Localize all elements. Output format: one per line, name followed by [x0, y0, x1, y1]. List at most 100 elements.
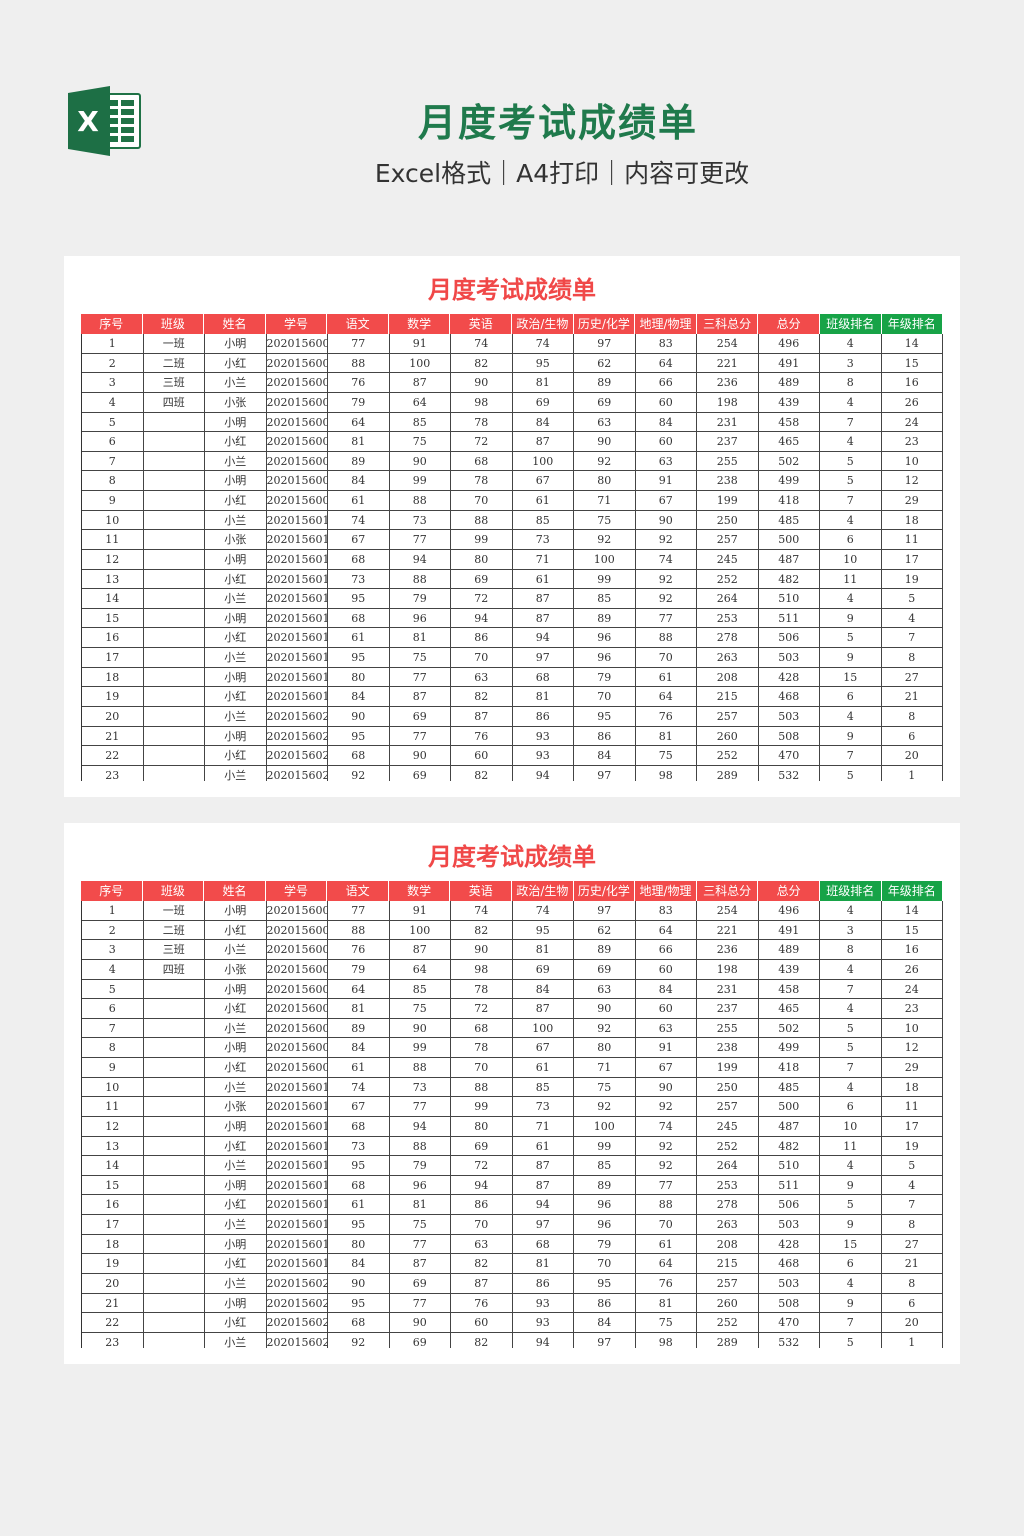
table-cell[interactable]: 5	[820, 1038, 882, 1057]
table-cell[interactable]: 92	[636, 1136, 697, 1156]
table-cell[interactable]: 250	[697, 1077, 759, 1097]
table-cell[interactable]: 236	[697, 940, 759, 959]
table-cell[interactable]	[144, 687, 205, 706]
table-cell[interactable]: 73	[513, 1097, 574, 1116]
table-cell[interactable]: 83	[636, 901, 697, 920]
table-cell[interactable]: 64	[328, 412, 390, 432]
table-cell[interactable]: 2020156004	[267, 959, 328, 979]
table-cell[interactable]: 79	[328, 959, 390, 979]
table-cell[interactable]: 2020156021	[267, 1293, 328, 1313]
table-cell[interactable]: 8	[82, 1038, 144, 1057]
table-cell[interactable]: 4	[882, 1175, 943, 1195]
table-cell[interactable]: 68	[328, 1175, 390, 1195]
table-cell[interactable]: 12	[882, 471, 943, 490]
table-cell[interactable]: 92	[574, 1097, 636, 1116]
table-cell[interactable]: 89	[574, 373, 636, 392]
table-cell[interactable]: 263	[697, 1215, 759, 1234]
table-cell[interactable]: 72	[451, 999, 513, 1018]
table-cell[interactable]: 88	[390, 1058, 451, 1077]
table-cell[interactable]: 61	[513, 1136, 574, 1156]
table-cell[interactable]: 89	[328, 451, 390, 471]
table-cell[interactable]: 69	[574, 392, 636, 412]
table-cell[interactable]: 2020156019	[267, 687, 328, 706]
table-cell[interactable]: 15	[820, 667, 882, 687]
table-cell[interactable]: 87	[390, 687, 451, 706]
table-cell[interactable]: 小明	[205, 901, 267, 920]
table-cell[interactable]: 27	[882, 667, 943, 687]
table-cell[interactable]: 75	[636, 1313, 697, 1332]
table-cell[interactable]: 60	[636, 432, 697, 451]
table-cell[interactable]: 96	[390, 1175, 451, 1195]
table-cell[interactable]: 82	[451, 1254, 513, 1273]
table-cell[interactable]: 2020156011	[267, 530, 328, 549]
table-cell[interactable]: 97	[574, 334, 636, 353]
table-cell[interactable]: 87	[513, 432, 574, 451]
table-cell[interactable]: 21	[82, 726, 144, 746]
table-cell[interactable]: 四班	[144, 392, 205, 412]
table-cell[interactable]: 84	[328, 1254, 390, 1273]
table-cell[interactable]: 74	[451, 334, 513, 353]
table-cell[interactable]: 91	[390, 901, 451, 920]
table-cell[interactable]: 小明	[205, 1116, 267, 1136]
table-cell[interactable]: 4	[820, 510, 882, 530]
table-cell[interactable]: 68	[451, 1018, 513, 1038]
table-cell[interactable]: 60	[636, 999, 697, 1018]
table-cell[interactable]: 97	[513, 1215, 574, 1234]
table-cell[interactable]	[144, 1077, 205, 1097]
table-cell[interactable]: 94	[390, 549, 451, 569]
table-cell[interactable]: 7	[820, 979, 882, 999]
table-cell[interactable]: 小明	[205, 608, 267, 628]
table-cell[interactable]: 94	[513, 628, 574, 647]
table-cell[interactable]: 485	[759, 1077, 820, 1097]
table-cell[interactable]: 88	[328, 353, 390, 373]
table-cell[interactable]: 72	[451, 589, 513, 608]
table-cell[interactable]: 68	[328, 608, 390, 628]
table-cell[interactable]: 83	[636, 334, 697, 353]
table-cell[interactable]: 70	[574, 687, 636, 706]
table-cell[interactable]: 6	[820, 1254, 882, 1273]
table-cell[interactable]: 13	[82, 569, 144, 589]
table-cell[interactable]: 80	[574, 1038, 636, 1057]
table-cell[interactable]: 15	[882, 920, 943, 940]
table-cell[interactable]: 82	[451, 920, 513, 940]
table-cell[interactable]: 96	[574, 1195, 636, 1214]
table-cell[interactable]: 89	[328, 1018, 390, 1038]
table-cell[interactable]: 5	[820, 1195, 882, 1214]
table-cell[interactable]: 77	[390, 1234, 451, 1254]
table-cell[interactable]: 508	[759, 726, 820, 746]
table-cell[interactable]: 74	[636, 549, 697, 569]
table-cell[interactable]: 215	[697, 1254, 759, 1273]
table-cell[interactable]: 小明	[205, 726, 267, 746]
table-cell[interactable]: 482	[759, 1136, 820, 1156]
table-cell[interactable]: 90	[328, 706, 390, 726]
table-cell[interactable]	[144, 628, 205, 647]
table-cell[interactable]: 29	[882, 1058, 943, 1077]
table-cell[interactable]: 14	[82, 589, 144, 608]
table-cell[interactable]: 61	[513, 491, 574, 510]
table-cell[interactable]: 69	[390, 1273, 451, 1293]
table-cell[interactable]: 68	[328, 1313, 390, 1332]
table-cell[interactable]: 74	[513, 901, 574, 920]
table-cell[interactable]: 小兰	[205, 589, 267, 608]
table-cell[interactable]: 90	[390, 1018, 451, 1038]
table-cell[interactable]: 5	[820, 451, 882, 471]
table-cell[interactable]: 87	[390, 940, 451, 959]
table-cell[interactable]: 71	[574, 1058, 636, 1077]
table-cell[interactable]: 81	[636, 1293, 697, 1313]
table-cell[interactable]: 小红	[205, 1254, 267, 1273]
table-cell[interactable]: 78	[451, 412, 513, 432]
table-cell[interactable]: 79	[390, 589, 451, 608]
table-cell[interactable]: 80	[328, 1234, 390, 1254]
table-cell[interactable]: 61	[636, 667, 697, 687]
table-cell[interactable]: 6	[882, 726, 943, 746]
table-cell[interactable]: 85	[513, 1077, 574, 1097]
table-cell[interactable]: 77	[390, 1293, 451, 1313]
table-cell[interactable]: 2020156021	[267, 726, 328, 746]
table-cell[interactable]: 11	[882, 530, 943, 549]
table-cell[interactable]: 87	[513, 589, 574, 608]
table-cell[interactable]: 500	[759, 1097, 820, 1116]
table-cell[interactable]: 487	[759, 1116, 820, 1136]
table-cell[interactable]: 491	[759, 353, 820, 373]
table-cell[interactable]: 2020156001	[267, 334, 328, 353]
table-cell[interactable]: 61	[513, 1058, 574, 1077]
